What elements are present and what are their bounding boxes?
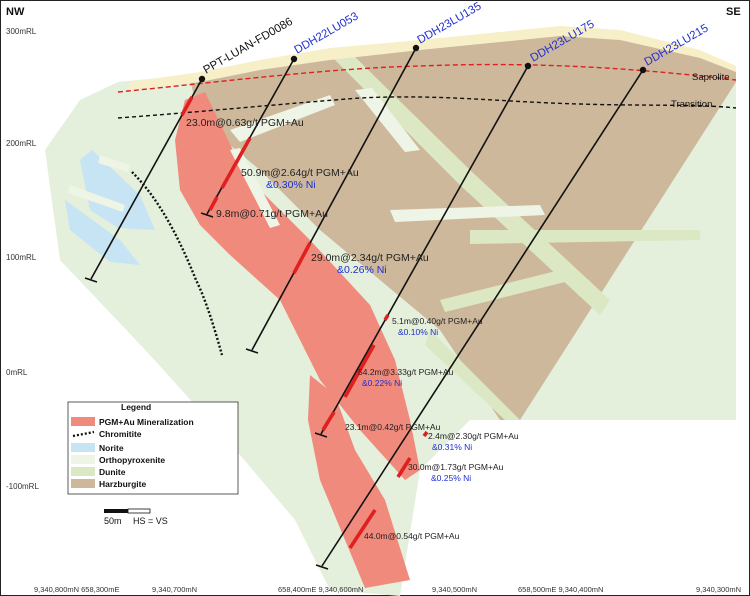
legend-swatch-norite bbox=[71, 443, 95, 452]
mark-ddh23lu135 bbox=[292, 242, 312, 274]
dunite-band-2 bbox=[355, 88, 420, 152]
legend-swatch-chromitite bbox=[72, 430, 95, 438]
coord-label: 9,340,700mN bbox=[152, 585, 197, 594]
rl-label: 100mRL bbox=[6, 253, 37, 262]
legend-item-label: PGM+Au Mineralization bbox=[99, 417, 194, 427]
collar-ddh22lu053 bbox=[290, 55, 298, 63]
intercept-marks bbox=[180, 96, 429, 549]
saprolite-cover bbox=[130, 26, 736, 90]
legend-item-label: Chromitite bbox=[99, 429, 142, 439]
mark-ddh23lu215-3 bbox=[348, 509, 377, 549]
intercept-label: 54.2m@3.33g/t PGM+Au bbox=[358, 367, 454, 377]
collar-ddh23lu175 bbox=[524, 62, 532, 70]
intercept-label: 44.0m@0.54g/t PGM+Au bbox=[364, 531, 460, 541]
scale-bar-dark bbox=[104, 509, 128, 513]
dunite-band-7 bbox=[230, 95, 335, 142]
transition-boundary bbox=[117, 96, 737, 119]
legend-swatch-harzburgite bbox=[71, 479, 95, 488]
scale-bar: 50m HS = VS bbox=[104, 508, 168, 526]
mark-ddh23lu175-3 bbox=[321, 411, 336, 431]
coord-label: 658,500mE 9,340,400mN bbox=[518, 585, 603, 594]
legend-swatch-mineralization bbox=[71, 417, 95, 426]
legend-item-label: Dunite bbox=[99, 467, 126, 477]
scale-note: HS = VS bbox=[133, 516, 168, 526]
harzburgite-body bbox=[190, 28, 736, 420]
hole-end-ticks bbox=[84, 212, 329, 570]
collar-ddh23lu215 bbox=[639, 66, 647, 74]
saprolite-boundary bbox=[117, 63, 737, 93]
collar-ddh23lu135 bbox=[412, 44, 420, 52]
intercept-label: 5.1m@0.40g/t PGM+Au bbox=[392, 316, 483, 326]
legend-box bbox=[67, 401, 239, 495]
intercept-ni-label: &0.31% Ni bbox=[432, 442, 472, 452]
rl-label: 300mRL bbox=[6, 27, 37, 36]
mark-fd0086 bbox=[180, 96, 194, 116]
dunite-band-1 bbox=[330, 52, 610, 315]
intercept-label: 29.0m@2.34g/t PGM+Au bbox=[311, 252, 429, 264]
norite-band-4 bbox=[68, 185, 125, 212]
norite-band-2 bbox=[65, 200, 140, 265]
coord-label: 9,340,800mN 658,300mE bbox=[34, 585, 119, 594]
intercept-label: 2.4m@2.30g/t PGM+Au bbox=[428, 431, 519, 441]
mark-ddh23lu215-1 bbox=[422, 430, 429, 438]
norite-band bbox=[80, 150, 155, 230]
rl-label: -100mRL bbox=[6, 482, 39, 491]
scale-label: 50m bbox=[104, 516, 122, 526]
coord-label: 658,400mE 9,340,600mN bbox=[278, 585, 363, 594]
intercept-label: 30.0m@1.73g/t PGM+Au bbox=[408, 462, 504, 472]
dunite-band-5 bbox=[390, 205, 545, 222]
transition-label: Transition bbox=[671, 99, 712, 110]
intercept-label: 23.1m@0.42g/t PGM+Au bbox=[345, 422, 441, 432]
rl-label: 0mRL bbox=[6, 368, 28, 377]
intercept-ni-label: &0.22% Ni bbox=[362, 378, 402, 388]
intercept-ni-label: &0.30% Ni bbox=[266, 179, 316, 191]
legend-item-label: Norite bbox=[99, 443, 124, 453]
orientation-left: NW bbox=[6, 6, 25, 18]
hole-trace-ddh23lu135 bbox=[251, 47, 417, 351]
mark-ddh22lu053-1 bbox=[220, 137, 252, 189]
orientation-right: SE bbox=[726, 6, 741, 18]
norite-band-3 bbox=[98, 155, 130, 172]
rl-label: 200mRL bbox=[6, 139, 37, 148]
intercept-ni-label: &0.25% Ni bbox=[431, 473, 471, 483]
dunite-streak bbox=[230, 148, 280, 228]
hole-trace-ddh23lu215 bbox=[321, 69, 644, 567]
intercept-ni-label: &0.10% Ni bbox=[398, 327, 438, 337]
legend: Legend PGM+Au Mineralization Chromitite … bbox=[67, 401, 239, 495]
saprolite-label: Saprolite bbox=[692, 72, 730, 83]
hole-trace-ddh22lu053 bbox=[206, 58, 295, 215]
chromitite-trace bbox=[131, 171, 224, 356]
legend-item-label: Orthopyroxenite bbox=[99, 455, 165, 465]
legend-swatch-orthopyroxenite bbox=[71, 455, 95, 464]
mineralization-lower bbox=[308, 375, 410, 588]
coord-label: 9,340,500mN bbox=[432, 585, 477, 594]
coord-label: 9,340,300mN bbox=[696, 585, 741, 594]
legend-title: Legend bbox=[121, 402, 151, 412]
intercept-label: 23.0m@0.63g/t PGM+Au bbox=[186, 117, 304, 129]
dunite-band-4 bbox=[440, 270, 565, 312]
dunite-band-6 bbox=[425, 330, 520, 420]
dunite-band-3 bbox=[470, 230, 700, 244]
hole-trace-ddh23lu175 bbox=[320, 65, 529, 435]
mark-ddh23lu175-1 bbox=[383, 314, 390, 321]
collar-fd0086 bbox=[198, 75, 206, 83]
intercept-label: 9.8m@0.71g/t PGM+Au bbox=[216, 208, 328, 220]
mineralization-upper bbox=[175, 92, 420, 480]
mark-ddh22lu053-2 bbox=[208, 196, 219, 211]
legend-swatch-dunite bbox=[71, 467, 95, 476]
legend-item-label: Harzburgite bbox=[99, 479, 147, 489]
intercept-label: 50.9m@2.64g/t PGM+Au bbox=[241, 167, 359, 179]
scale-bar-light bbox=[127, 508, 151, 514]
mark-ddh23lu215-2 bbox=[396, 457, 412, 478]
intercept-ni-label: &0.26% Ni bbox=[337, 264, 387, 276]
mark-ddh23lu175-2 bbox=[343, 344, 376, 398]
hole-collars bbox=[198, 44, 647, 83]
